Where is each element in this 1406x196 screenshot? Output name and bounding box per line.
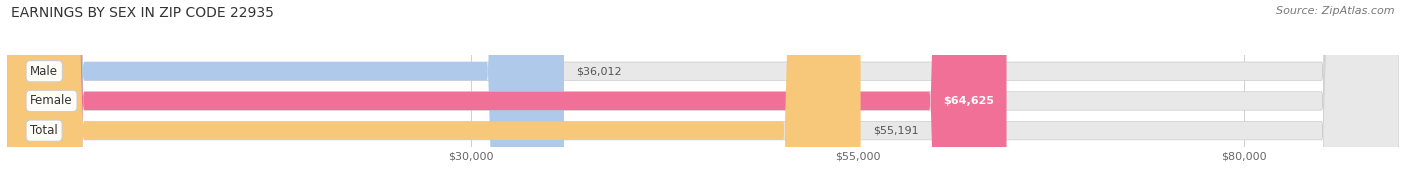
FancyBboxPatch shape	[7, 0, 1007, 196]
FancyBboxPatch shape	[7, 0, 564, 196]
FancyBboxPatch shape	[7, 0, 1399, 196]
FancyBboxPatch shape	[7, 0, 860, 196]
Text: Female: Female	[31, 94, 73, 107]
Text: Male: Male	[31, 65, 58, 78]
Text: Total: Total	[31, 124, 58, 137]
Text: Source: ZipAtlas.com: Source: ZipAtlas.com	[1277, 6, 1395, 16]
FancyBboxPatch shape	[7, 0, 1399, 196]
FancyBboxPatch shape	[7, 0, 1399, 196]
Text: $55,191: $55,191	[873, 126, 918, 136]
Text: $36,012: $36,012	[576, 66, 621, 76]
Text: $64,625: $64,625	[943, 96, 994, 106]
Text: EARNINGS BY SEX IN ZIP CODE 22935: EARNINGS BY SEX IN ZIP CODE 22935	[11, 6, 274, 20]
